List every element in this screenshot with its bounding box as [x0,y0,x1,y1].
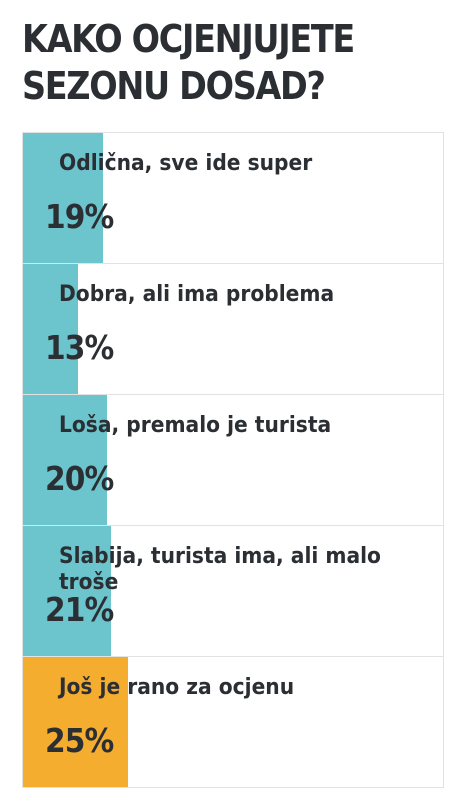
poll-option-label: Još je rano za ocjenu [59,675,390,701]
poll-option-percent: 19% [45,197,113,237]
poll-option-percent: 13% [45,328,113,368]
poll-option-slabija[interactable]: Slabija, turista ima, ali malo troše 21% [22,525,444,657]
poll-option-label: Slabija, turista ima, ali malo troše [59,544,390,596]
poll-option-dobra[interactable]: Dobra, ali ima problema 13% [22,263,444,395]
poll-option-rano[interactable]: Još je rano za ocjenu 25% [22,656,444,788]
poll-option-percent: 20% [45,459,113,499]
poll-option-label: Loša, premalo je turista [59,413,390,439]
poll-option-label: Odlična, sve ide super [59,151,390,177]
poll-option-losa[interactable]: Loša, premalo je turista 20% [22,394,444,526]
poll-option-label: Dobra, ali ima problema [59,282,390,308]
poll-option-odlicna[interactable]: Odlična, sve ide super 19% [22,132,444,264]
poll-title: KAKO OCJENJUJETE SEZONU DOSAD? [22,16,392,110]
poll-options: Odlična, sve ide super 19% Dobra, ali im… [22,132,444,788]
poll-option-percent: 21% [45,590,113,630]
poll-option-percent: 25% [45,721,113,761]
